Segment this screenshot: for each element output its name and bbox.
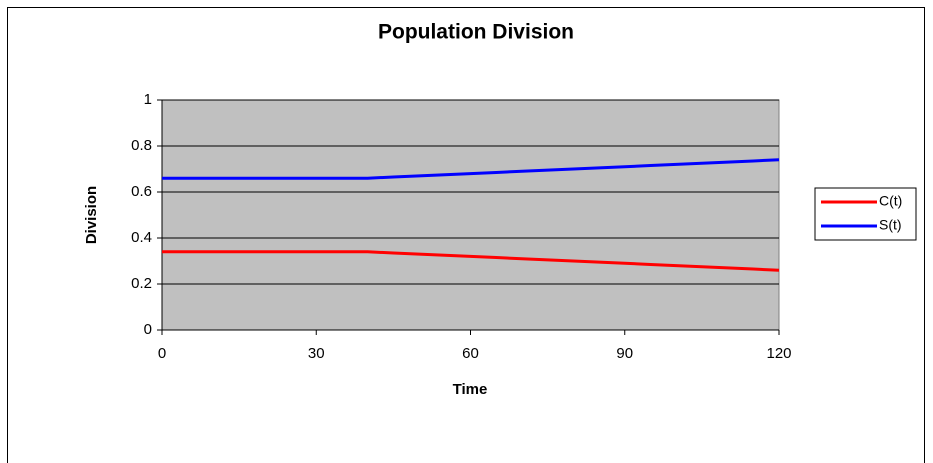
y-tick-label: 0.2 <box>131 275 152 292</box>
line-series <box>162 250 780 272</box>
y-axis-title: Division <box>83 186 100 244</box>
legend-label: C(t) <box>879 193 902 209</box>
y-tick-label: 0 <box>144 321 152 338</box>
chart-title: Population Division <box>378 21 574 44</box>
x-tick-label: 90 <box>616 345 633 362</box>
x-tick-label: 60 <box>462 345 479 362</box>
y-tick-label: 0.8 <box>131 137 152 154</box>
x-tick-label: 0 <box>158 345 166 362</box>
y-tick-label: 1 <box>144 91 152 108</box>
line-series <box>162 158 780 180</box>
y-tick-label: 0.4 <box>131 229 152 246</box>
legend-box <box>814 187 917 241</box>
plot-area <box>161 99 780 331</box>
y-tick-label: 0.6 <box>131 183 152 200</box>
x-axis-title: Time <box>453 381 488 398</box>
x-tick-label: 30 <box>308 345 325 362</box>
legend-label: S(t) <box>879 217 902 233</box>
x-tick-label: 120 <box>766 345 791 362</box>
